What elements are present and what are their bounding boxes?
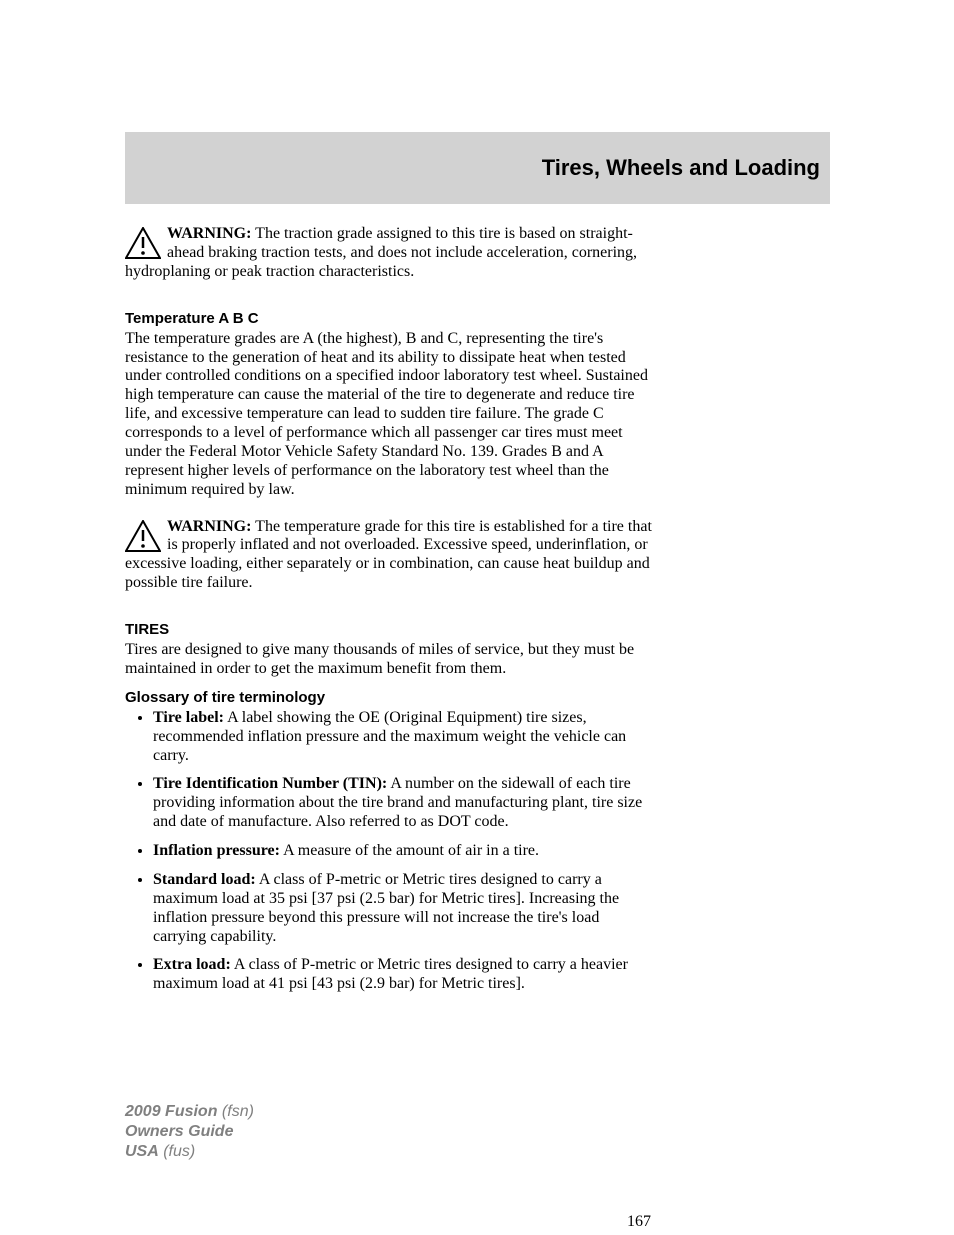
warning-label: WARNING:: [167, 518, 251, 535]
glossary-def: A measure of the amount of air in a tire…: [280, 842, 539, 859]
list-item: Standard load: A class of P-metric or Me…: [153, 871, 655, 947]
warning-icon: [125, 520, 161, 552]
footer-line-1: 2009 Fusion (fsn): [125, 1102, 254, 1122]
footer-block: 2009 Fusion (fsn) Owners Guide USA (fus): [125, 1102, 254, 1162]
glossary-heading: Glossary of tire terminology: [125, 689, 655, 706]
tires-heading: TIRES: [125, 621, 655, 638]
glossary-term: Standard load:: [153, 871, 256, 888]
page-content: WARNING: The traction grade assigned to …: [125, 225, 655, 1004]
warning-label: WARNING:: [167, 225, 251, 242]
glossary-term: Tire Identification Number (TIN):: [153, 775, 387, 792]
footer-line-2: Owners Guide: [125, 1122, 254, 1142]
list-item: Tire Identification Number (TIN): A numb…: [153, 775, 655, 832]
warning-traction: WARNING: The traction grade assigned to …: [125, 225, 655, 282]
glossary-list: Tire label: A label showing the OE (Orig…: [125, 709, 655, 994]
footer-code: (fus): [159, 1143, 195, 1160]
temperature-heading: Temperature A B C: [125, 310, 655, 327]
footer-model: 2009 Fusion: [125, 1103, 217, 1120]
footer-code: (fsn): [217, 1103, 253, 1120]
footer-region: USA: [125, 1143, 159, 1160]
tires-body: Tires are designed to give many thousand…: [125, 641, 655, 679]
temperature-body: The temperature grades are A (the highes…: [125, 330, 655, 500]
glossary-def: A label showing the OE (Original Equipme…: [153, 709, 626, 764]
chapter-header-band: Tires, Wheels and Loading: [125, 132, 830, 204]
warning-temperature: WARNING: The temperature grade for this …: [125, 518, 655, 594]
warning-icon: [125, 227, 161, 259]
glossary-term: Tire label:: [153, 709, 224, 726]
chapter-title: Tires, Wheels and Loading: [542, 155, 820, 181]
footer-line-3: USA (fus): [125, 1142, 254, 1162]
glossary-term: Inflation pressure:: [153, 842, 280, 859]
list-item: Tire label: A label showing the OE (Orig…: [153, 709, 655, 766]
page-number: 167: [627, 1213, 651, 1231]
list-item: Inflation pressure: A measure of the amo…: [153, 842, 655, 861]
glossary-term: Extra load:: [153, 956, 231, 973]
list-item: Extra load: A class of P-metric or Metri…: [153, 956, 655, 994]
